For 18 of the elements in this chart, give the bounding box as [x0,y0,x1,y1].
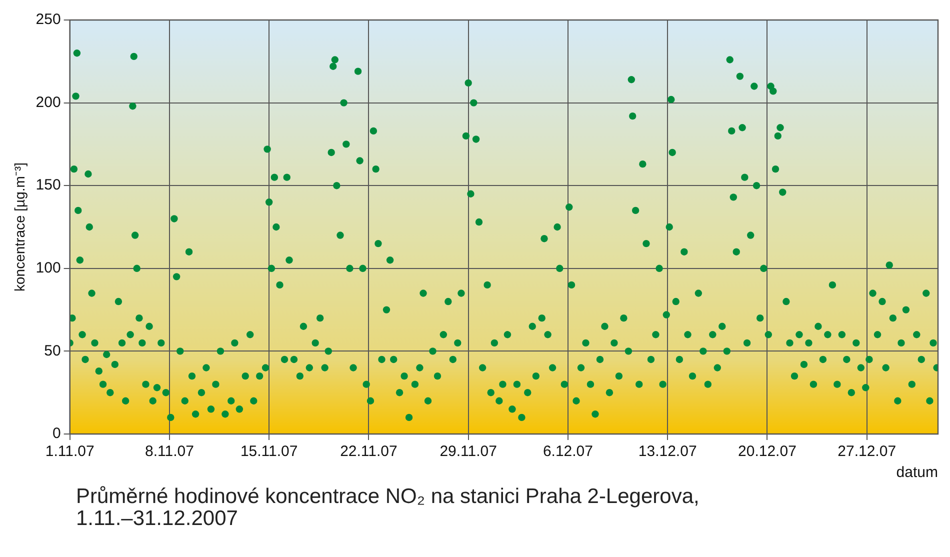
y-tick-label: 0 [52,425,61,442]
text: Průměrné hodinové koncentrace NO₂ na stanici Praha 2-Legerova, 1.11.–31.12.2007 [76,485,700,530]
x-tick-label: 22.11.07 [340,443,398,460]
y-tick-label: 100 [36,260,61,277]
x-tick-label: 6.12.07 [542,443,593,460]
y-tick-label: 150 [36,176,61,194]
x-tick-label: 29.11.07 [440,443,497,460]
x-axis-title: datum [896,464,938,482]
x-tick-label: 15.11.07 [240,443,298,460]
x-tick-label: 1.11.07 [45,443,94,460]
x-tick-label: 8.11.07 [144,443,194,460]
x-tick-label: 13.12.07 [638,443,697,460]
x-tick-label: 27.12.07 [838,443,896,460]
y-tick-label: 50 [44,342,61,360]
y-tick-label: 250 [36,11,61,28]
x-tick-label: 20.12.07 [738,443,796,460]
y-axis-title: koncentrace [µg.m⁻³] [11,162,28,292]
y-tick-label: 200 [36,94,61,111]
